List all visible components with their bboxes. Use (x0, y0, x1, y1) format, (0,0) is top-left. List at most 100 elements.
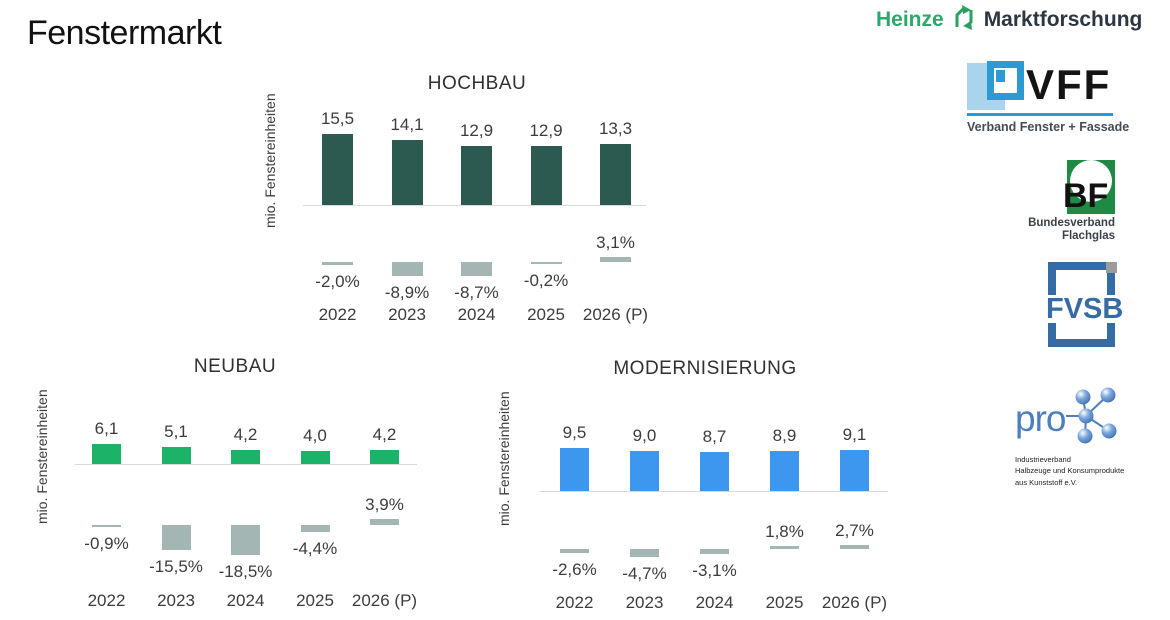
bar-value-label: 5,1 (164, 422, 188, 442)
year-label: 2023 (157, 591, 195, 610)
vff-window-pane (996, 70, 1005, 82)
year-label: 2026 (P) (821, 593, 888, 612)
fvsb-gray-square (1106, 262, 1117, 273)
bar-value-label: 9,1 (842, 425, 867, 445)
bar-2023 (630, 450, 659, 491)
bar-2023 (391, 140, 423, 205)
pct-change-bar (840, 544, 869, 549)
pct-change-label: 3,1% (596, 233, 635, 253)
pct-change-label: -2,6% (552, 560, 597, 580)
bar-value-label: 9,5 (562, 423, 587, 443)
bar-2022 (92, 443, 121, 464)
x-axis-line (75, 464, 417, 465)
pct-change-label: -18,5% (218, 561, 273, 581)
pct-change-bar (92, 525, 121, 527)
bar-value-label: 13,3 (598, 119, 633, 139)
prok-subtitle-line1: Industrieverband (1015, 455, 1071, 464)
bar-2025 (770, 450, 799, 491)
fvsb-wordmark: FVSB (1046, 293, 1124, 325)
pct-change-bar (161, 525, 191, 550)
page-title: Fenstermarkt (27, 14, 222, 52)
pct-change-bar (560, 549, 589, 554)
fvsb-white-band (1045, 295, 1118, 323)
year-label: 2024 (226, 591, 265, 610)
bar-2024 (461, 145, 492, 205)
pct-change-label: -15,5% (149, 556, 203, 576)
bar-2024 (700, 451, 729, 491)
chart-title: NEUBAU (193, 356, 277, 377)
bar-value-label: 4,2 (233, 425, 258, 445)
vff-wordmark: VFF (1026, 61, 1112, 108)
vff-window-icon (987, 61, 1024, 100)
bf-white-circle (1070, 160, 1112, 202)
bar-value-label: 4,0 (303, 425, 327, 445)
heinze-marktforschung-logo: Heinze Marktforschung (876, 4, 1142, 36)
bar-value-label: 4,2 (372, 425, 397, 445)
plot-area: 6,1 -0,9% 2022 5,1 -15,5% 2023 4,2 -18,5% 2024 4,… (40, 350, 460, 618)
bar-2026 (P) (840, 450, 869, 491)
pct-change-bar (300, 525, 330, 533)
bar-2026 (P) (600, 144, 631, 205)
chart-title: MODERNISIERUNG (613, 358, 797, 379)
year-label: 2023 (625, 593, 664, 612)
bf-subtitle-line2: Flachglas (1061, 229, 1115, 242)
bar-value-label: 8,9 (772, 425, 797, 445)
pct-change-label: 3,9% (365, 494, 404, 514)
plot-area: 15,5 -2,0% 2022 14,1 -8,9% 2023 12,9 -8,7% 2024 1… (270, 60, 670, 345)
bf-green-square (1067, 160, 1115, 214)
pct-change-label: -3,1% (692, 560, 737, 580)
year-label: 2022 (555, 593, 594, 612)
heinze-wordmark: Heinze (876, 8, 944, 31)
pct-change-bar (391, 262, 423, 277)
bar-value-label: 12,9 (459, 120, 494, 140)
x-axis-line (303, 205, 646, 206)
bar-2026 (P) (370, 450, 399, 464)
pct-change-label: -8,9% (384, 283, 430, 303)
bf-logo: BF Bundesverband Flachglas (1028, 158, 1117, 242)
prok-logo: pro (1015, 386, 1135, 487)
pct-change-label: 1,8% (765, 522, 804, 542)
bf-wordmark: BF (1063, 177, 1109, 215)
chart-hochbau: HOCHBAU mio. Fenstereinheiten 15,5 -2,0% 2… (262, 60, 670, 345)
prok-subtitle: Industrieverband Halbzeuge und Konsumpro… (1015, 454, 1135, 488)
pct-change-label: -2,0% (315, 272, 360, 292)
bf-subtitle-line1: Bundesverband (1028, 217, 1115, 229)
pct-change-bar (461, 262, 492, 276)
bar-2022 (322, 134, 353, 205)
bar-value-label: 12,9 (529, 120, 563, 140)
bar-value-label: 14,1 (390, 115, 424, 135)
pct-change-label: -8,7% (454, 282, 499, 302)
chart-neubau: NEUBAU mio. Fenstereinheiten 6,1 -0,9% 202… (34, 350, 460, 618)
fvsb-logo: FVSB (1045, 262, 1124, 347)
bar-2023 (161, 447, 191, 464)
pct-change-bar (600, 257, 631, 262)
pct-change-label: -0,2% (523, 270, 569, 290)
bar-2025 (530, 145, 562, 205)
pct-change-bar (700, 549, 729, 554)
chart-modernisierung: MODERNISIERUNG mio. Fenstereinheiten 9,5… (496, 350, 925, 618)
prok-row: pro (1015, 386, 1135, 451)
bar-2022 (560, 448, 589, 491)
prok-molecule-icon (1066, 386, 1120, 451)
prok-subtitle-line2: Halbzeuge und Konsumprodukte (1015, 466, 1125, 476)
prok-subtitle-line3: aus Kunststoff e.V. (1015, 477, 1078, 487)
bar-value-label: 9,0 (632, 425, 657, 445)
bar-value-label: 6,1 (94, 418, 119, 438)
bar-value-label: 15,5 (320, 109, 355, 128)
bf-subtitle: Bundesverband Flachglas (1028, 217, 1115, 242)
prok-wordmark: pro (1015, 398, 1066, 439)
year-label: 2026 (P) (351, 591, 418, 610)
vff-subtitle: Verband Fenster + Fassade (967, 120, 1130, 134)
heinze-house-arrows-icon (949, 4, 979, 36)
year-label: 2024 (457, 305, 496, 324)
year-label: 2025 (296, 591, 334, 610)
pct-change-label: 2,7% (835, 520, 874, 540)
year-label: 2026 (P) (582, 305, 649, 324)
pct-change-bar (370, 518, 399, 525)
year-label: 2025 (765, 593, 804, 612)
year-label: 2024 (695, 593, 734, 612)
pct-change-bar (231, 525, 260, 555)
year-label: 2022 (87, 591, 126, 610)
vff-logo: VFF Verband Fenster + Fassade (965, 60, 1130, 138)
